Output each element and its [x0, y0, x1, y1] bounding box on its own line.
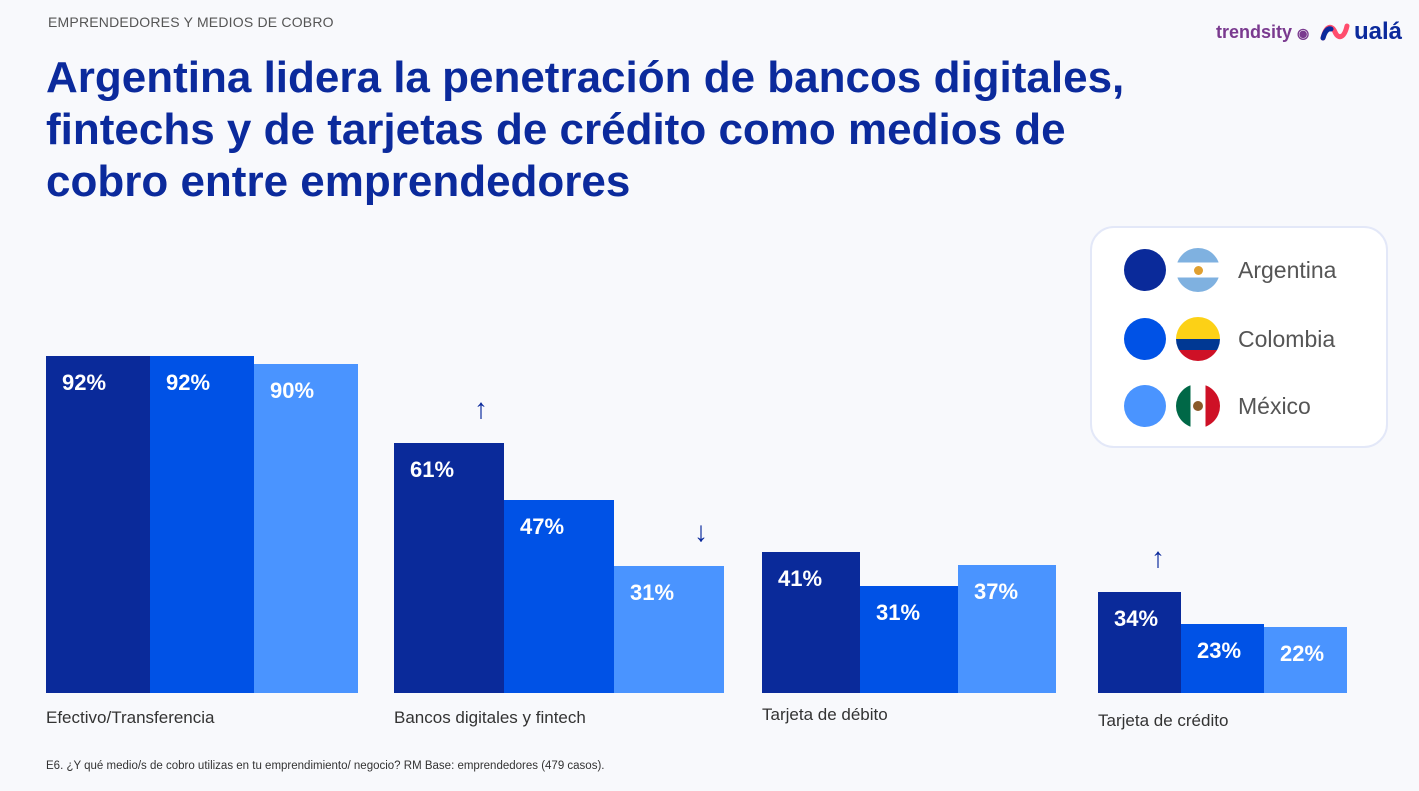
- colombia-flag-icon: [1176, 317, 1220, 361]
- bar: [1098, 591, 1181, 693]
- legend-item-argentina: Argentina: [1124, 248, 1336, 292]
- data-label: 22%: [1280, 641, 1325, 667]
- trendsity-logo: trendsity ◉: [1216, 22, 1309, 43]
- data-label: 41%: [778, 565, 823, 591]
- category-label: Tarjeta de crédito: [1098, 711, 1229, 730]
- arrow-up-icon: ↑: [1151, 541, 1165, 573]
- bar: [958, 565, 1056, 693]
- legend-item-mexico: México: [1124, 384, 1311, 428]
- uala-logo: ualá: [1320, 18, 1402, 46]
- arrow-down-icon: ↓: [694, 515, 708, 547]
- trendsity-logo-text: trendsity: [1216, 22, 1293, 42]
- bar: [394, 442, 504, 693]
- bar: [614, 565, 724, 693]
- category-label: Efectivo/Transferencia: [46, 708, 215, 727]
- data-label: 61%: [410, 456, 455, 482]
- uala-wave-icon: [1320, 23, 1350, 41]
- legend-swatch: [1124, 318, 1166, 360]
- arrow-up-icon: ↑: [474, 392, 488, 424]
- bar: [504, 500, 614, 693]
- bar: [860, 586, 958, 693]
- eye-icon: ◉: [1297, 25, 1310, 41]
- data-label: 47%: [520, 514, 565, 540]
- category-label: Tarjeta de débito: [762, 705, 888, 724]
- bar: [46, 356, 150, 693]
- legend-label: Argentina: [1238, 256, 1337, 283]
- uala-logo-text: ualá: [1354, 18, 1403, 45]
- data-label: 31%: [630, 579, 675, 605]
- bar: [762, 551, 860, 693]
- data-label: 92%: [166, 370, 211, 396]
- legend-label: Colombia: [1238, 325, 1336, 352]
- legend: Argentina Colombia México: [1090, 226, 1388, 448]
- legend-item-colombia: Colombia: [1124, 317, 1335, 361]
- mexico-flag-icon: [1176, 384, 1220, 428]
- legend-swatch: [1124, 385, 1166, 427]
- bar: [1264, 627, 1347, 693]
- data-label: 34%: [1114, 605, 1159, 631]
- section-kicker: EMPRENDEDORES Y MEDIOS DE COBRO: [48, 14, 334, 30]
- argentina-flag-icon: [1176, 248, 1220, 292]
- category-label: Bancos digitales y fintech: [394, 708, 586, 727]
- bar: [1181, 624, 1264, 693]
- data-label: 31%: [876, 600, 921, 626]
- data-label: 23%: [1197, 638, 1242, 664]
- page-title: Argentina lidera la penetración de banco…: [46, 53, 1125, 206]
- footnote: E6. ¿Y qué medio/s de cobro utilizas en …: [46, 760, 605, 772]
- legend-swatch: [1124, 249, 1166, 291]
- legend-label: México: [1238, 392, 1311, 419]
- bar: [150, 356, 254, 693]
- bar: [254, 363, 358, 693]
- data-label: 37%: [974, 579, 1019, 605]
- data-label: 90%: [270, 377, 315, 403]
- data-label: 92%: [62, 370, 107, 396]
